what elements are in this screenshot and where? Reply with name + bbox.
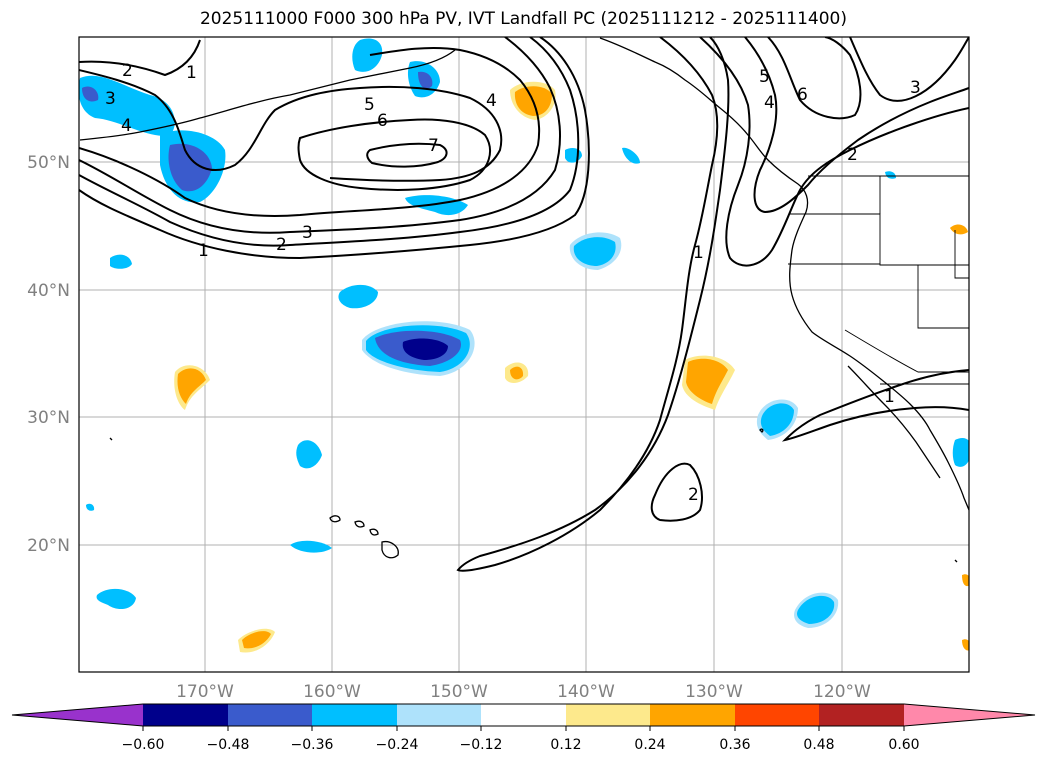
contour-label: 1 — [198, 241, 209, 261]
colorbar-tick-label: −0.48 — [207, 737, 250, 753]
colorbar-segment — [735, 704, 819, 726]
contour-label: 4 — [486, 91, 497, 111]
gridlines — [79, 37, 969, 672]
colorbar-tick-label: −0.60 — [122, 737, 165, 753]
colorbar-tick-label: 0.60 — [888, 737, 919, 753]
lon-label: 150°W — [430, 682, 488, 702]
contour-label: 7 — [428, 136, 439, 156]
pv-contours — [79, 37, 969, 572]
colorbar-tick-label: 0.24 — [634, 737, 665, 753]
lon-label: 170°W — [176, 682, 234, 702]
lat-label: 20°N — [27, 536, 70, 556]
contour-label: 1 — [186, 63, 197, 83]
political-borders — [788, 175, 969, 385]
colorbar-ticks — [142, 726, 905, 731]
colorbar-tick-label: −0.36 — [291, 737, 334, 753]
colorbar-tick-label: −0.12 — [460, 737, 503, 753]
contour-label: 5 — [759, 67, 770, 87]
contour-label: 1 — [693, 243, 704, 263]
lon-label: 160°W — [303, 682, 361, 702]
colorbar-tick-label: 0.36 — [719, 737, 750, 753]
contour-label: 3 — [910, 78, 921, 98]
colorbar-segment — [312, 704, 397, 726]
contour-labels: 1 2 3 4 5 6 7 5 4 6 3 2 1 1 2 4 3 2 1 — [105, 61, 921, 505]
map-background — [79, 37, 969, 672]
contour-label: 5 — [364, 95, 375, 115]
colorbar-segment — [143, 704, 228, 726]
contour-label: 1 — [884, 387, 895, 407]
colorbar-segment — [650, 704, 735, 726]
contour-label: 3 — [105, 89, 116, 109]
colorbar-segment — [566, 704, 650, 726]
lon-label: 120°W — [813, 682, 871, 702]
coastlines — [79, 37, 969, 563]
contour-label: 3 — [302, 223, 313, 243]
contour-label: 2 — [276, 235, 287, 255]
colorbar-tick-label: 0.48 — [803, 737, 834, 753]
colorbar-extend-min — [12, 704, 143, 726]
colorbar-segment — [819, 704, 904, 726]
contour-label: 4 — [121, 116, 132, 136]
page-title: 2025111000 F000 300 hPa PV, IVT Landfall… — [199, 9, 847, 29]
latitude-labels: 50°N 40°N 30°N 20°N — [27, 153, 70, 556]
colorbar-segment — [481, 704, 566, 726]
contour-label: 2 — [122, 61, 133, 81]
colorbar-tick-label: −0.24 — [376, 737, 419, 753]
lat-label: 50°N — [27, 153, 70, 173]
contour-label: 2 — [688, 485, 699, 505]
colorbar-segment — [397, 704, 481, 726]
lon-label: 140°W — [557, 682, 615, 702]
contour-label: 6 — [377, 111, 388, 131]
contour-label: 4 — [764, 93, 775, 113]
colorbar: −0.60 −0.48 −0.36 −0.24 −0.12 0.12 0.24 … — [11, 703, 1036, 753]
colorbar-segment — [228, 704, 312, 726]
contour-label: 2 — [847, 145, 858, 165]
pv-anomaly-fill — [79, 38, 969, 653]
lat-label: 40°N — [27, 281, 70, 301]
colorbar-tick-label: 0.12 — [550, 737, 581, 753]
longitude-labels: 170°W 160°W 150°W 140°W 130°W 120°W — [176, 682, 871, 702]
colorbar-extend-max — [904, 704, 1035, 726]
lon-label: 130°W — [685, 682, 743, 702]
map-frame — [78, 36, 970, 673]
contour-label: 6 — [797, 85, 808, 105]
lat-label: 30°N — [27, 408, 70, 428]
